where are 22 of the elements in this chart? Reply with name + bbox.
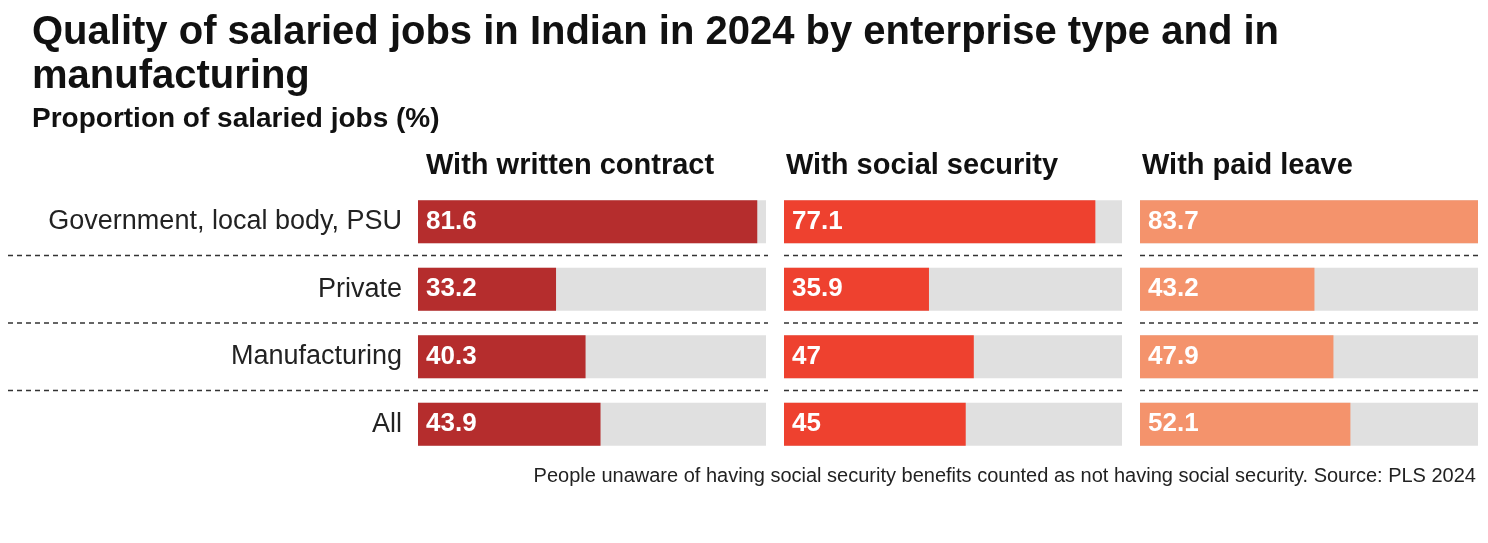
- series-label: With written contract: [426, 148, 716, 182]
- data-label: 35.9: [792, 272, 843, 303]
- data-label: 81.6: [426, 204, 477, 235]
- data-label: 40.3: [426, 339, 477, 370]
- y-tick-label: Manufacturing: [230, 340, 402, 371]
- data-label: 47: [792, 339, 821, 370]
- data-label: 43.2: [1148, 272, 1199, 303]
- data-label: 47.9: [1148, 339, 1199, 370]
- text: People unaware of having social security benefits counted as not having social security. Source: PLS 2024: [532, 464, 1477, 487]
- data-label: 33.2: [426, 272, 477, 303]
- data-label: 77.1: [792, 204, 843, 235]
- series-label: With social security: [785, 148, 1059, 182]
- series-label: With paid leave: [1141, 148, 1353, 182]
- y-tick-label: Government, local body, PSU: [48, 205, 402, 236]
- data-label: 83.7: [1148, 204, 1199, 235]
- y-tick-label: All: [371, 407, 402, 438]
- data-label: 52.1: [1148, 407, 1199, 438]
- data-label: 43.9: [426, 407, 477, 438]
- chart-subtitle: Proportion of salaried jobs (%): [31, 102, 441, 134]
- chart-title: Quality of salaried jobs in Indian in 2024 by enterprise type and in manufacturing: [31, 8, 1280, 96]
- data-label: 45: [792, 407, 821, 438]
- y-tick-label: Private: [317, 272, 402, 303]
